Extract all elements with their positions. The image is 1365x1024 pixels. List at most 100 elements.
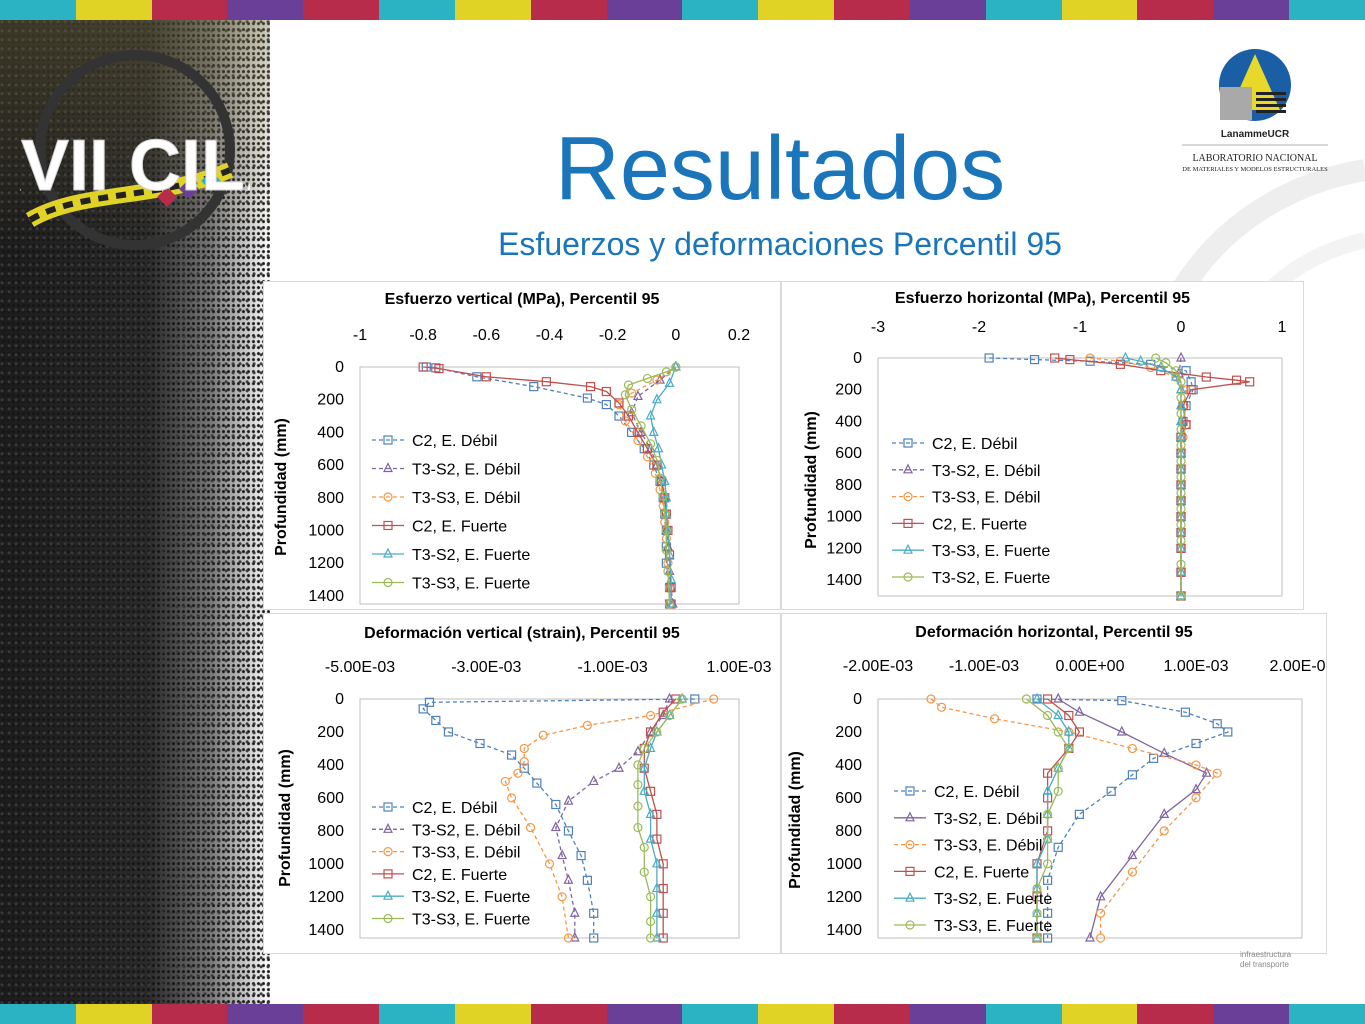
stripe-segment [682,0,759,20]
legend-marker [383,577,393,588]
data-point [550,821,561,832]
data-point [1127,867,1137,877]
data-point [443,727,454,737]
data-point [664,710,675,721]
stripe-segment [1289,1004,1365,1024]
series-line [1090,357,1187,596]
chart-title: Deformación horizontal, Percentil 95 [915,624,1193,641]
series-line [1125,357,1182,596]
data-point [614,398,624,408]
legend-entry: T3-S2, E. Fuerte [412,547,530,564]
legend-marker [903,543,913,554]
data-point [623,380,634,390]
series-line [1054,357,1250,596]
x-tick-label: -0.8 [409,327,437,344]
data-point [1065,354,1075,365]
data-point [1171,366,1181,376]
data-point [541,377,551,387]
data-point [544,859,555,869]
chart-panel-deformacion-vertical: Deformación vertical (strain), Percentil… [263,613,781,954]
data-point [639,867,649,877]
data-point [636,426,647,436]
bottom-color-stripe [0,1004,1365,1024]
data-point [1043,694,1053,704]
data-point [1146,362,1156,373]
chart-deformacion-horizontal: Deformación horizontal, Percentil 95-2.0… [787,624,1335,943]
data-point [1095,890,1106,901]
y-tick-label: 1400 [826,572,862,589]
legend-entry: T3-S3, E. Débil [934,838,1042,855]
y-axis-label: Profundidad (mm) [273,418,290,556]
data-point [1149,753,1159,763]
x-tick-label: -2 [972,319,986,336]
data-point [661,545,671,555]
stripe-segment [530,0,607,20]
data-point [645,933,656,943]
stripe-segment [909,1004,986,1024]
data-point [1201,766,1212,777]
data-point [709,694,719,704]
stripe-segment [1061,1004,1138,1024]
legend-entry: C2, E. Fuerte [932,516,1027,533]
legend-marker [905,866,915,876]
data-point [1191,793,1201,803]
legend-entry: C2, E. Débil [932,436,1017,453]
data-point [1176,424,1186,434]
data-point [639,761,650,772]
data-point [652,727,662,737]
data-point [1106,786,1116,796]
data-point [663,566,673,576]
data-point [659,475,670,486]
y-tick-label: 1400 [826,922,862,939]
y-axis-label: Profundidad (mm) [787,751,804,889]
stripe-segment [1061,0,1138,20]
data-point [1176,456,1186,466]
chart-deformacion-vertical: Deformación vertical (strain), Percentil… [277,625,772,943]
data-point [1212,719,1222,729]
data-point [1043,834,1053,844]
stripe-segment [75,1004,152,1024]
data-point [984,353,994,363]
data-point [677,694,687,704]
legend-marker [383,822,393,833]
data-point [664,709,675,720]
data-point [1176,408,1186,419]
y-tick-label: 800 [835,823,862,840]
x-tick-label: 2.00E-03 [1270,658,1326,675]
data-point [601,386,611,397]
data-point [1043,809,1053,819]
series-line [624,366,677,605]
legend-marker [383,462,393,473]
chart-panel-deformacion-horizontal: Deformación horizontal, Percentil 95 -2.0… [781,613,1335,954]
data-point [1063,725,1074,736]
data-point [614,761,624,772]
stripe-segment [909,0,986,20]
data-point [1159,808,1170,818]
page-title: Resultados [554,119,1006,219]
data-point [1201,372,1211,382]
y-tick-label: 1200 [826,540,862,557]
data-point [557,892,567,902]
data-point [655,473,665,483]
y-tick-label: 1200 [308,889,344,906]
stripe-segment [227,0,304,20]
lanamme-line2: DE MATERIALES Y MODELOS ESTRUCTURALES [1182,166,1328,173]
legend-entry: T3-S2, E. Débil [412,462,520,479]
legend-entry: T3-S3, E. Fuerte [412,912,530,929]
x-tick-label: 0.00E+00 [1056,658,1125,675]
data-point [1053,842,1063,852]
legend-marker [383,802,393,812]
y-tick-label: 1200 [826,889,862,906]
series-line [1057,698,1208,939]
y-tick-label: 600 [835,790,862,807]
data-point [633,822,643,833]
series-t3-s3-e-debil [926,694,1222,943]
stripe-segment [454,0,531,20]
data-point [557,849,568,860]
data-point [627,388,637,398]
data-point [418,704,428,714]
data-point [1074,727,1084,737]
stripe-segment [1213,0,1290,20]
data-point [1074,809,1084,819]
data-point [645,808,656,818]
